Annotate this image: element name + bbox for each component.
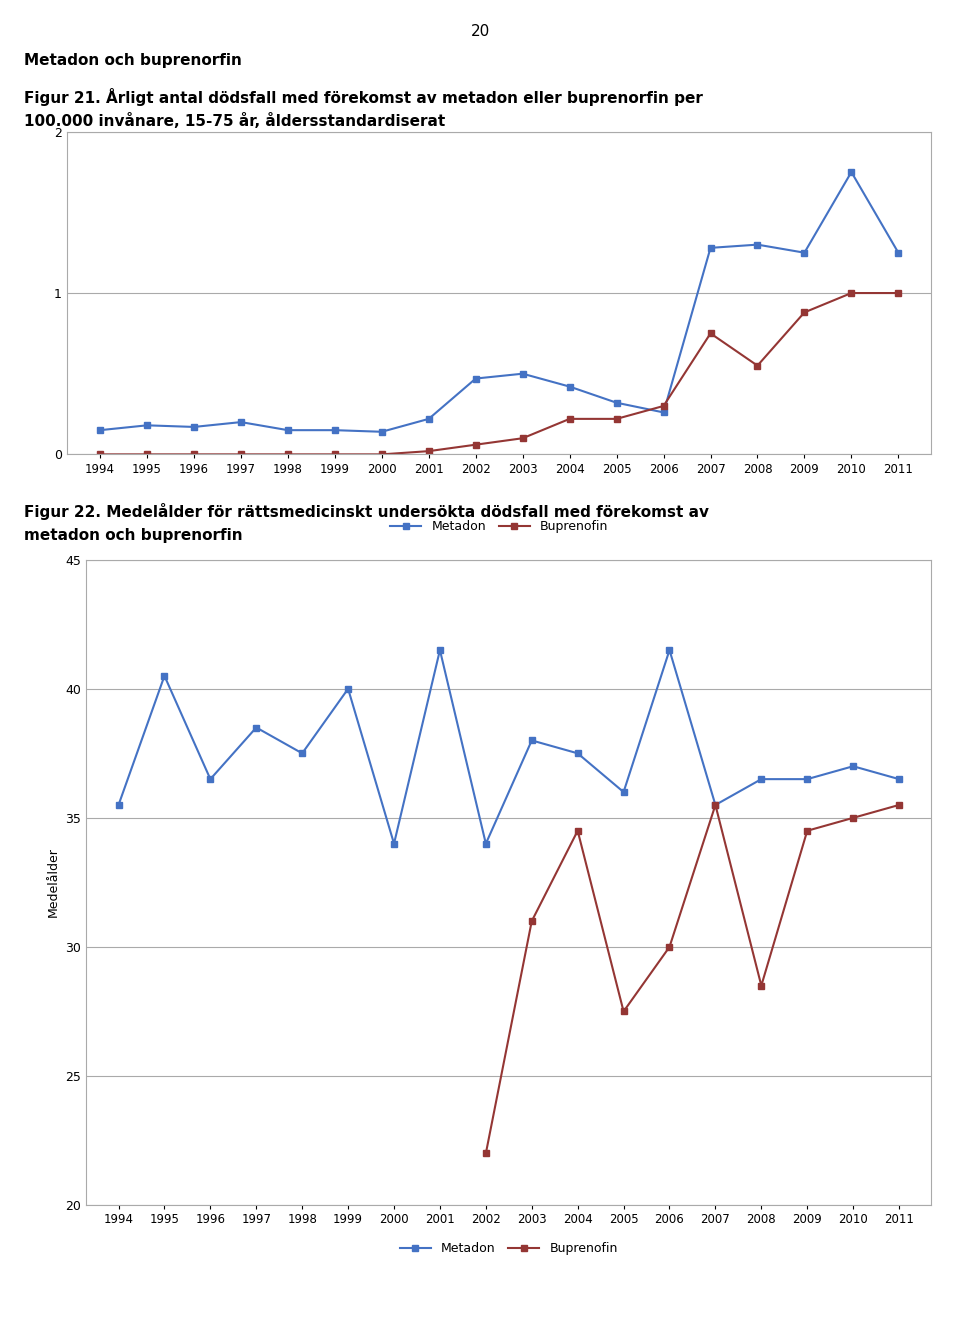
Line: Metadon: Metadon	[116, 647, 901, 847]
Metadon	[526, 732, 538, 748]
Metadon	[516, 366, 528, 382]
Buprenofin	[526, 913, 538, 928]
Text: 20: 20	[470, 24, 490, 38]
Metadon	[376, 424, 388, 440]
Metadon	[802, 772, 813, 788]
Metadon	[663, 643, 675, 658]
Buprenofin	[705, 325, 716, 341]
Buprenofin	[470, 437, 482, 453]
Text: 100.000 invånare, 15-75 år, åldersstandardiserat: 100.000 invånare, 15-75 år, åldersstanda…	[24, 113, 445, 129]
Buprenofin	[752, 358, 763, 374]
Metadon	[141, 417, 153, 433]
Line: Metadon: Metadon	[97, 170, 901, 435]
Metadon	[799, 245, 810, 261]
Metadon	[611, 395, 622, 411]
Metadon	[756, 772, 767, 788]
Buprenofin	[564, 411, 575, 427]
Buprenofin	[799, 304, 810, 320]
Buprenofin	[658, 398, 669, 414]
Metadon	[705, 240, 716, 255]
Buprenofin	[516, 431, 528, 446]
Metadon	[251, 719, 262, 735]
Metadon	[297, 745, 308, 761]
Metadon	[423, 411, 435, 427]
Buprenofin	[611, 411, 622, 427]
Buprenofin	[618, 1004, 630, 1019]
Buprenofin	[893, 286, 904, 302]
Buprenofin	[235, 446, 247, 462]
Metadon	[188, 419, 200, 435]
Metadon	[329, 423, 341, 439]
Metadon	[343, 681, 354, 697]
Text: Figur 22. Medelålder för rättsmedicinskt undersökta dödsfall med förekomst av: Figur 22. Medelålder för rättsmedicinskt…	[24, 503, 709, 520]
Buprenofin	[376, 446, 388, 462]
Metadon	[658, 404, 669, 420]
Buprenofin	[329, 446, 341, 462]
Buprenofin	[802, 823, 813, 839]
Buprenofin	[188, 446, 200, 462]
Line: Buprenofin: Buprenofin	[97, 290, 901, 457]
Buprenofin	[846, 286, 857, 302]
Metadon	[235, 414, 247, 429]
Buprenofin	[423, 444, 435, 460]
Metadon	[564, 379, 575, 395]
Buprenofin	[572, 823, 584, 839]
Metadon	[572, 745, 584, 761]
Metadon	[204, 772, 216, 788]
Buprenofin	[663, 939, 675, 955]
Buprenofin	[894, 797, 905, 813]
Legend: Metadon, Buprenofin: Metadon, Buprenofin	[395, 1237, 623, 1260]
Metadon	[709, 797, 721, 813]
Metadon	[470, 370, 482, 386]
Buprenofin	[141, 446, 153, 462]
Metadon	[846, 165, 857, 180]
Buprenofin	[282, 446, 294, 462]
Metadon	[158, 668, 170, 684]
Y-axis label: Medelålder: Medelålder	[46, 847, 60, 918]
Metadon	[282, 423, 294, 439]
Text: Figur 21. Årligt antal dödsfall med förekomst av metadon eller buprenorfin per: Figur 21. Årligt antal dödsfall med före…	[24, 88, 703, 107]
Metadon	[893, 245, 904, 261]
Metadon	[618, 784, 630, 799]
Line: Buprenofin: Buprenofin	[483, 802, 901, 1156]
Metadon	[894, 772, 905, 788]
Metadon	[434, 643, 445, 658]
Buprenofin	[709, 797, 721, 813]
Legend: Metadon, Buprenofin: Metadon, Buprenofin	[385, 515, 613, 539]
Buprenofin	[756, 977, 767, 993]
Metadon	[480, 836, 492, 852]
Metadon	[388, 836, 399, 852]
Text: Metadon och buprenorfin: Metadon och buprenorfin	[24, 53, 242, 67]
Buprenofin	[94, 446, 106, 462]
Metadon	[94, 423, 106, 439]
Metadon	[112, 797, 124, 813]
Metadon	[848, 759, 859, 774]
Metadon	[752, 237, 763, 253]
Buprenofin	[848, 810, 859, 826]
Text: metadon och buprenorfin: metadon och buprenorfin	[24, 528, 243, 543]
Buprenofin	[480, 1146, 492, 1162]
